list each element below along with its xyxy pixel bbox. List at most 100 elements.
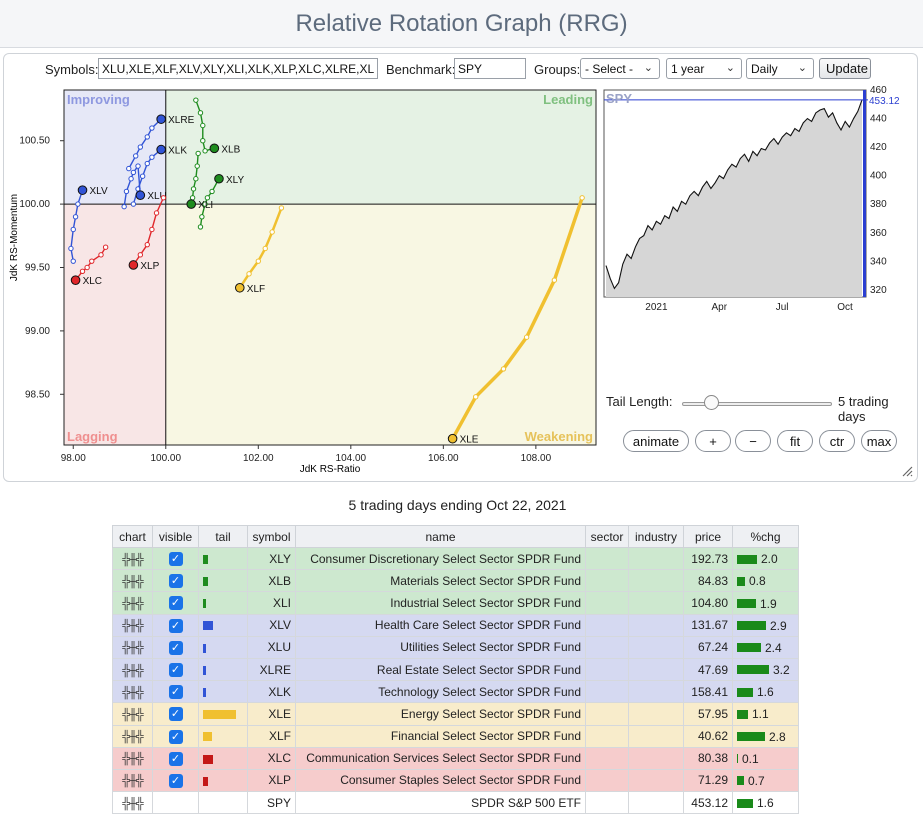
sector-cell — [585, 657, 629, 682]
header-sector[interactable]: sector — [585, 525, 629, 548]
visible-cell[interactable]: ✓ — [152, 635, 199, 659]
table-row[interactable]: ╬╫╬ ✓ XLF Financial Select Sector SPDR Fund… — [112, 724, 799, 748]
table-row[interactable]: ╬╫╬ ✓ XLB Materials Select Sector SPDR Fund… — [112, 569, 799, 593]
candlestick-chart-icon[interactable]: ╬╫╬ — [122, 620, 143, 633]
header-industry[interactable]: industry — [628, 525, 684, 548]
tail-point — [144, 134, 150, 140]
chg-cell: 1.6 — [732, 791, 799, 814]
visible-checkbox[interactable]: ✓ — [168, 707, 183, 722]
candlestick-chart-icon[interactable]: ╬╫╬ — [122, 686, 143, 699]
candlestick-chart-icon[interactable]: ╬╫╬ — [122, 797, 143, 810]
header-visible[interactable]: visible — [152, 525, 199, 548]
visible-cell[interactable] — [152, 791, 199, 814]
visible-cell[interactable]: ✓ — [152, 680, 199, 704]
tail-point — [209, 188, 215, 195]
tail-length-slider[interactable] — [682, 402, 832, 406]
candlestick-chart-icon[interactable]: ╬╫╬ — [122, 575, 143, 588]
zoom-out-button[interactable]: − — [735, 430, 771, 452]
chart-cell[interactable]: ╬╫╬ — [112, 724, 153, 748]
header-tail[interactable]: tail — [198, 525, 248, 548]
series-label: XLF — [247, 284, 265, 295]
header-name[interactable]: name — [295, 525, 586, 548]
candlestick-chart-icon[interactable]: ╬╫╬ — [122, 642, 143, 655]
visible-cell[interactable]: ✓ — [152, 702, 199, 726]
table-row[interactable]: ╬╫╬ ✓ XLC Communication Services Select Sec… — [112, 746, 799, 770]
table-row[interactable]: ╬╫╬ ✓ XLV Health Care Select Sector SPDR Fu… — [112, 613, 799, 637]
tail-cell — [198, 768, 248, 793]
chart-cell[interactable]: ╬╫╬ — [112, 768, 153, 793]
visible-cell[interactable]: ✓ — [152, 657, 199, 682]
table-row[interactable]: ╬╫╬ SPY SPDR S&P 500 ETF 453.12 1.6 — [112, 791, 799, 814]
groups-select[interactable]: - Select - ⌄ — [580, 58, 660, 79]
visible-cell[interactable]: ✓ — [152, 613, 199, 637]
candlestick-chart-icon[interactable]: ╬╫╬ — [122, 731, 143, 744]
candlestick-chart-icon[interactable]: ╬╫╬ — [122, 775, 143, 788]
visible-cell[interactable]: ✓ — [152, 768, 199, 793]
chart-cell[interactable]: ╬╫╬ — [112, 791, 153, 814]
candlestick-chart-icon[interactable]: ╬╫╬ — [122, 753, 143, 766]
symbols-input[interactable] — [98, 58, 378, 79]
visible-checkbox[interactable]: ✓ — [168, 596, 183, 611]
chart-cell[interactable]: ╬╫╬ — [112, 680, 153, 704]
visible-checkbox[interactable]: ✓ — [168, 685, 183, 700]
tail-point — [500, 366, 507, 372]
visible-cell[interactable]: ✓ — [152, 546, 199, 571]
table-row[interactable]: ╬╫╬ ✓ XLP Consumer Staples Select Sector SP… — [112, 768, 799, 793]
table-row[interactable]: ╬╫╬ ✓ XLE Energy Select Sector SPDR Fund 57.… — [112, 702, 799, 726]
rrg-chart[interactable]: 98.00 100.00 102.00 104.00 106.00 108.00 98.50… — [4, 54, 604, 483]
groups-label: Groups: — [534, 62, 581, 77]
table-row[interactable]: ╬╫╬ ✓ XLU Utilities Select Sector SPDR Fund… — [112, 635, 799, 659]
chart-cell[interactable]: ╬╫╬ — [112, 746, 153, 770]
center-button[interactable]: ctr — [819, 430, 855, 452]
table-row[interactable]: ╬╫╬ ✓ XLK Technology Select Sector SPDR Fun… — [112, 680, 799, 704]
visible-cell[interactable]: ✓ — [152, 746, 199, 770]
tail-length-slider-handle[interactable] — [704, 395, 720, 410]
industry-cell — [628, 635, 684, 659]
candlestick-chart-icon[interactable]: ╬╫╬ — [122, 553, 143, 566]
period-select[interactable]: 1 year ⌄ — [666, 58, 742, 79]
series-label: XLI — [198, 200, 213, 211]
chart-cell[interactable]: ╬╫╬ — [112, 569, 153, 593]
chart-cell[interactable]: ╬╫╬ — [112, 591, 153, 615]
tail-length-bar — [203, 577, 208, 587]
chart-cell[interactable]: ╬╫╬ — [112, 546, 153, 571]
visible-checkbox[interactable]: ✓ — [168, 640, 183, 655]
visible-checkbox[interactable]: ✓ — [168, 618, 183, 633]
update-button[interactable]: Update — [819, 58, 871, 79]
head-point — [156, 144, 166, 155]
visible-checkbox[interactable]: ✓ — [168, 662, 183, 677]
series-label: XLB — [221, 144, 240, 155]
spy-y-tick-label: 400 — [870, 171, 887, 182]
header-symbol[interactable]: symbol — [247, 525, 296, 548]
visible-cell[interactable]: ✓ — [152, 724, 199, 748]
frequency-select[interactable]: Daily ⌄ — [746, 58, 814, 79]
candlestick-chart-icon[interactable]: ╬╫╬ — [122, 708, 143, 721]
benchmark-input[interactable] — [454, 58, 526, 79]
tail-point — [262, 245, 268, 252]
chart-cell[interactable]: ╬╫╬ — [112, 613, 153, 637]
chart-cell[interactable]: ╬╫╬ — [112, 702, 153, 726]
candlestick-chart-icon[interactable]: ╬╫╬ — [122, 664, 143, 677]
candlestick-chart-icon[interactable]: ╬╫╬ — [122, 597, 143, 610]
animate-button[interactable]: animate — [623, 430, 689, 452]
visible-cell[interactable]: ✓ — [152, 591, 199, 615]
table-row[interactable]: ╬╫╬ ✓ XLI Industrial Select Sector SPDR Fun… — [112, 591, 799, 615]
y-tick-label: 100.50 — [19, 136, 50, 147]
visible-cell[interactable]: ✓ — [152, 569, 199, 593]
visible-checkbox[interactable]: ✓ — [168, 729, 183, 744]
max-button[interactable]: max — [861, 430, 897, 452]
chart-cell[interactable]: ╬╫╬ — [112, 635, 153, 659]
header-chg[interactable]: %chg — [732, 525, 799, 548]
resize-grip-icon[interactable] — [901, 465, 913, 477]
zoom-in-button[interactable]: + — [695, 430, 731, 452]
header-chart[interactable]: chart — [112, 525, 153, 548]
table-row[interactable]: ╬╫╬ ✓ XLY Consumer Discretionary Select Sec… — [112, 546, 799, 571]
table-row[interactable]: ╬╫╬ ✓ XLRE Real Estate Select Sector SPDR F… — [112, 657, 799, 682]
chart-cell[interactable]: ╬╫╬ — [112, 657, 153, 682]
fit-button[interactable]: fit — [777, 430, 813, 452]
visible-checkbox[interactable]: ✓ — [168, 552, 183, 566]
visible-checkbox[interactable]: ✓ — [168, 574, 183, 589]
visible-checkbox[interactable]: ✓ — [168, 773, 183, 788]
header-price[interactable]: price — [683, 525, 733, 548]
visible-checkbox[interactable]: ✓ — [168, 751, 183, 766]
